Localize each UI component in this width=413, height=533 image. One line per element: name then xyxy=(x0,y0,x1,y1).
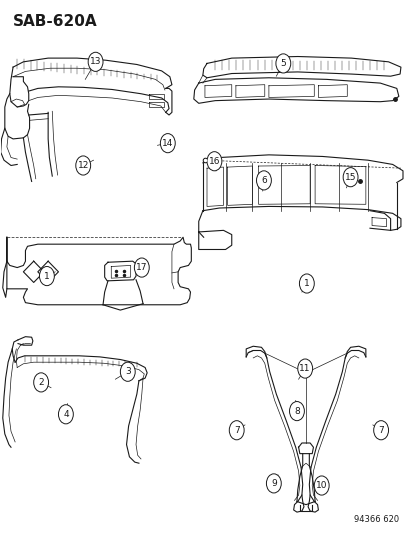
Text: 16: 16 xyxy=(208,157,220,166)
Circle shape xyxy=(266,474,280,493)
Circle shape xyxy=(256,171,271,190)
Text: 13: 13 xyxy=(90,58,101,66)
Circle shape xyxy=(120,362,135,381)
Text: 8: 8 xyxy=(293,407,299,416)
Text: 94366 620: 94366 620 xyxy=(353,515,398,524)
Text: 17: 17 xyxy=(136,263,147,272)
Text: 6: 6 xyxy=(261,176,266,185)
Text: 4: 4 xyxy=(63,410,69,419)
Circle shape xyxy=(342,167,357,187)
Text: 11: 11 xyxy=(299,364,310,373)
Circle shape xyxy=(373,421,388,440)
Circle shape xyxy=(275,54,290,73)
Circle shape xyxy=(134,258,149,277)
Circle shape xyxy=(39,266,54,286)
Text: 15: 15 xyxy=(344,173,356,182)
Text: 10: 10 xyxy=(315,481,327,490)
Text: 5: 5 xyxy=(280,59,285,68)
Circle shape xyxy=(33,373,48,392)
Text: 1: 1 xyxy=(303,279,309,288)
Text: 7: 7 xyxy=(233,426,239,435)
Circle shape xyxy=(58,405,73,424)
Circle shape xyxy=(76,156,90,175)
Circle shape xyxy=(88,52,103,71)
Circle shape xyxy=(206,152,221,171)
Text: SAB-620A: SAB-620A xyxy=(13,14,97,29)
Circle shape xyxy=(297,359,312,378)
Text: 14: 14 xyxy=(162,139,173,148)
Text: 9: 9 xyxy=(271,479,276,488)
Text: 12: 12 xyxy=(77,161,89,170)
Text: 2: 2 xyxy=(38,378,44,387)
Circle shape xyxy=(229,421,244,440)
Circle shape xyxy=(289,401,304,421)
Circle shape xyxy=(299,274,313,293)
Text: 3: 3 xyxy=(125,367,131,376)
Text: 7: 7 xyxy=(377,426,383,435)
Circle shape xyxy=(160,134,175,153)
Text: 1: 1 xyxy=(44,272,50,280)
Circle shape xyxy=(313,476,328,495)
